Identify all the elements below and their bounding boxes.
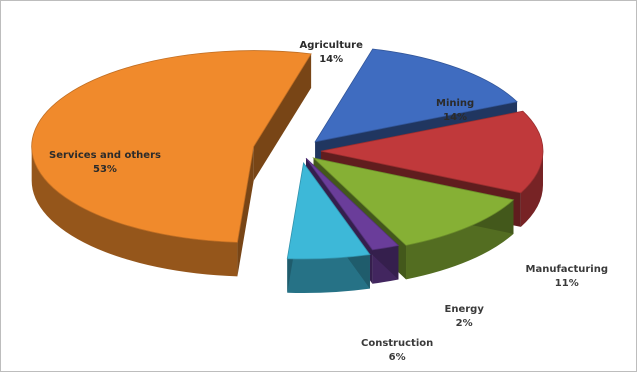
slice-label-manufacturing: Manufacturing 11%: [526, 263, 609, 291]
pie-slice-wall-5: [31, 146, 238, 277]
slice-label-name: Mining: [436, 98, 475, 109]
slice-label-mining: Mining 14%: [436, 97, 474, 125]
pie-slice-services-and-others: [31, 50, 312, 243]
slice-label-agriculture: Agriculture 14%: [300, 39, 363, 67]
slice-label-energy: Energy 2%: [445, 303, 484, 331]
slice-label-services-and-others: Services and others 53%: [49, 149, 161, 177]
slice-label-value: 2%: [455, 318, 473, 329]
slice-label-name: Services and others: [49, 150, 161, 161]
pie-slice-wall-1: [520, 151, 543, 227]
pie-tops: [31, 48, 544, 260]
slice-label-value: 53%: [93, 164, 117, 175]
slice-label-value: 14%: [443, 112, 468, 123]
slice-label-name: Manufacturing: [525, 264, 609, 275]
pie-slice-mining: [320, 110, 544, 194]
slice-label-value: 6%: [388, 352, 406, 363]
slice-label-value: 14%: [319, 54, 344, 65]
pie-slice-cut-5-1: [253, 53, 312, 181]
pie-slice-energy: [305, 157, 400, 251]
slice-label-name: Energy: [444, 304, 484, 315]
slice-label-name: Agriculture: [299, 40, 363, 51]
slice-label-construction: Construction 6%: [361, 337, 433, 365]
pie-slice-construction: [286, 162, 371, 260]
pie-slice-manufacturing: [312, 157, 515, 246]
pie-slice-wall-4: [287, 254, 370, 294]
slice-label-name: Construction: [361, 338, 434, 349]
slice-label-value: 11%: [554, 278, 579, 289]
pie-slice-cut-5-0: [237, 146, 254, 277]
pie-slice-agriculture: [314, 48, 518, 143]
